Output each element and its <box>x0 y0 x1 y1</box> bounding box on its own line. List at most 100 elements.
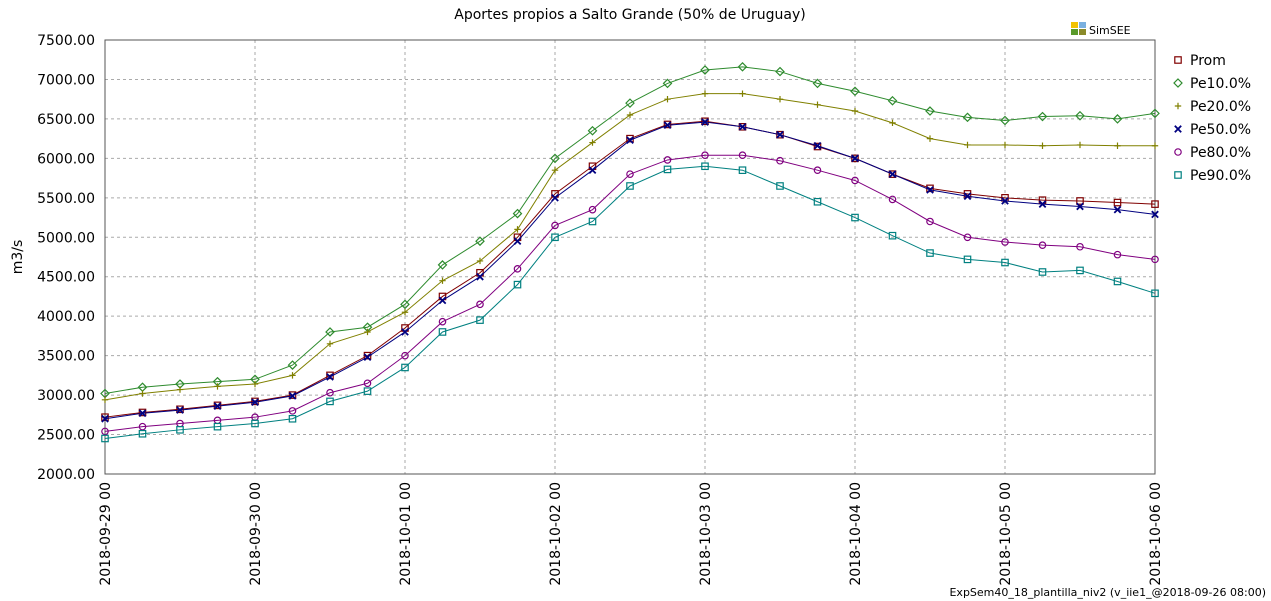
marker <box>851 107 859 115</box>
marker <box>663 121 672 130</box>
marker <box>737 61 748 72</box>
marker <box>476 300 484 309</box>
marker <box>814 101 821 108</box>
marker <box>739 90 746 97</box>
marker <box>1037 111 1048 122</box>
marker <box>251 398 259 407</box>
marker <box>101 413 109 421</box>
marker <box>776 130 784 139</box>
legend-label: Prom <box>1190 53 1226 69</box>
marker <box>251 380 259 388</box>
marker <box>625 98 635 108</box>
marker <box>176 386 184 393</box>
logo-icon <box>1071 22 1078 28</box>
marker <box>626 182 634 190</box>
legend-marker <box>1174 56 1182 64</box>
marker <box>176 426 184 434</box>
y-tick-label: 4000.00 <box>37 309 95 325</box>
marker <box>326 340 334 347</box>
legend-label: Pe20.0% <box>1190 99 1251 115</box>
legend-label: Pe80.0% <box>1190 145 1251 161</box>
x-tick-label: 2018-10-04 00 <box>848 482 864 586</box>
marker <box>776 95 784 103</box>
marker <box>513 237 522 246</box>
marker <box>288 391 297 399</box>
marker <box>551 233 559 242</box>
marker <box>963 192 972 201</box>
marker <box>850 86 860 97</box>
marker <box>476 257 484 265</box>
marker <box>401 328 409 336</box>
marker <box>701 151 709 160</box>
marker <box>326 397 334 406</box>
marker <box>401 351 409 360</box>
marker <box>701 117 709 126</box>
marker <box>1113 277 1122 286</box>
marker <box>1151 200 1159 208</box>
marker <box>401 363 409 372</box>
marker <box>1039 142 1046 149</box>
marker <box>439 277 446 284</box>
x-tick-label: 2018-10-03 00 <box>698 482 714 586</box>
y-tick-label: 2000.00 <box>37 467 95 483</box>
y-tick-label: 5500.00 <box>37 191 95 207</box>
marker <box>888 195 897 204</box>
marker <box>513 265 522 273</box>
marker <box>663 156 672 164</box>
y-tick-label: 3500.00 <box>37 349 95 365</box>
marker <box>1076 197 1084 205</box>
marker <box>101 434 109 443</box>
marker <box>776 130 784 139</box>
marker <box>138 429 147 438</box>
marker <box>588 205 597 214</box>
logo-icon <box>1071 29 1078 35</box>
marker <box>776 182 784 190</box>
marker <box>176 406 184 414</box>
marker <box>1076 202 1084 211</box>
marker <box>550 153 560 164</box>
marker <box>813 197 822 206</box>
y-tick-label: 6000.00 <box>37 151 95 167</box>
marker <box>926 249 934 257</box>
chart-title: Aportes propios a Salto Grande (50% de U… <box>454 7 805 23</box>
marker <box>1075 110 1085 121</box>
marker <box>1038 241 1047 249</box>
marker <box>926 135 934 142</box>
marker <box>213 402 222 410</box>
marker <box>626 111 634 119</box>
marker <box>813 166 822 175</box>
marker <box>513 280 522 289</box>
marker <box>551 193 559 202</box>
marker <box>476 272 484 281</box>
marker <box>288 392 297 400</box>
marker <box>139 390 146 397</box>
marker <box>1076 141 1084 149</box>
marker <box>1113 198 1122 207</box>
y-tick-label: 6500.00 <box>37 112 95 128</box>
marker <box>400 299 410 310</box>
marker <box>101 414 109 423</box>
marker <box>363 379 372 388</box>
marker <box>589 139 596 146</box>
marker <box>1001 141 1009 149</box>
marker <box>437 260 448 270</box>
marker <box>288 407 297 415</box>
marker <box>626 136 634 145</box>
x-tick-label: 2018-10-01 00 <box>398 482 414 586</box>
marker <box>1114 142 1121 149</box>
marker <box>1113 250 1122 259</box>
marker <box>1151 210 1159 219</box>
legend-label: Pe90.0% <box>1190 168 1251 184</box>
legend-marker <box>1174 171 1182 179</box>
marker <box>1001 258 1009 267</box>
marker <box>963 233 972 242</box>
marker <box>1001 197 1009 205</box>
marker <box>1076 242 1084 251</box>
logo-icon <box>1079 22 1086 28</box>
marker <box>963 255 972 264</box>
marker <box>512 208 523 219</box>
marker <box>101 396 109 404</box>
marker <box>587 125 598 136</box>
y-tick-label: 2500.00 <box>37 428 95 444</box>
